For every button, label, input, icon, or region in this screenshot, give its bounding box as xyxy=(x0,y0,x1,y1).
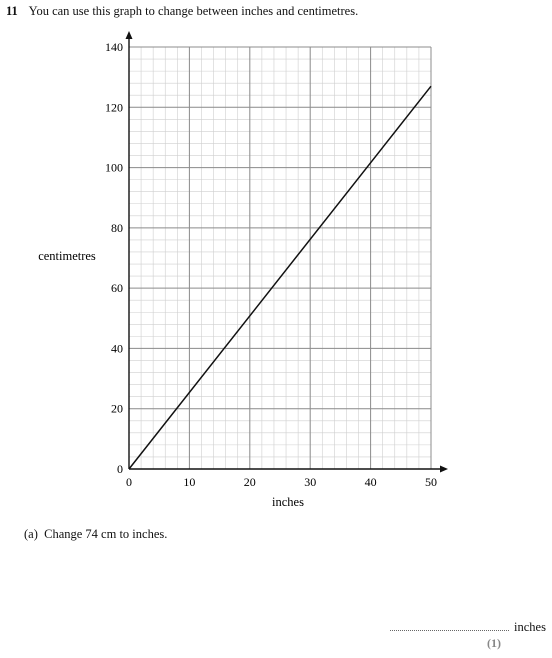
y-tick-label: 80 xyxy=(111,221,123,235)
y-axis-label: centimetres xyxy=(38,249,96,263)
x-axis-arrow-icon xyxy=(440,465,448,473)
question-number: 11 xyxy=(6,4,18,18)
x-tick-label: 40 xyxy=(365,475,377,489)
x-axis-label: inches xyxy=(272,495,304,509)
y-tick-label: 0 xyxy=(117,462,123,476)
tick-labels: 0 10 20 30 40 50 0 20 40 60 80 100 120 140 xyxy=(105,40,437,489)
x-tick-label: 10 xyxy=(183,475,195,489)
x-tick-label: 50 xyxy=(425,475,437,489)
x-tick-label: 30 xyxy=(304,475,316,489)
question-text: You can use this graph to change between… xyxy=(28,4,359,18)
y-tick-label: 100 xyxy=(105,161,123,175)
question-header: 11 You can use this graph to change betw… xyxy=(6,4,358,19)
y-tick-label: 40 xyxy=(111,341,123,355)
part-a-text: Change 74 cm to inches. xyxy=(44,527,168,541)
answer-unit: inches xyxy=(514,620,546,634)
axes xyxy=(125,31,448,473)
minor-grid xyxy=(128,46,432,470)
conversion-graph: 0 10 20 30 40 50 0 20 40 60 80 100 120 140 inches cen… xyxy=(38,31,448,509)
marks-label: (1) xyxy=(487,636,501,650)
answer-line[interactable] xyxy=(390,630,509,631)
plot-area xyxy=(129,47,431,469)
x-tick-label: 20 xyxy=(244,475,256,489)
series xyxy=(128,85,432,470)
x-tick-label: 0 xyxy=(126,475,132,489)
y-tick-label: 60 xyxy=(111,281,123,295)
y-tick-label: 120 xyxy=(105,100,123,114)
part-a-label: (a) xyxy=(24,527,38,541)
y-tick-label: 140 xyxy=(105,40,123,54)
conversion-line xyxy=(128,85,432,470)
y-tick-label: 20 xyxy=(111,402,123,416)
part-a: (a) Change 74 cm to inches. xyxy=(24,527,167,542)
y-axis-arrow-icon xyxy=(125,31,133,39)
